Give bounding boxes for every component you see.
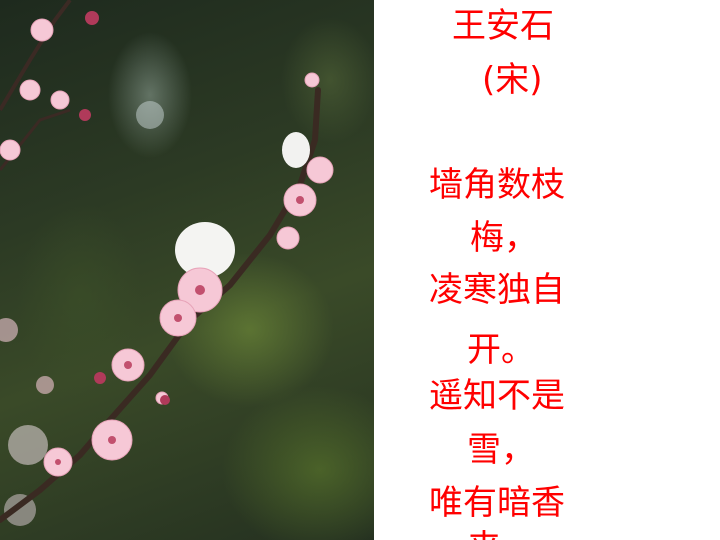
poem-line: 凌寒独自 [429,270,565,310]
poem-author: 王安石 [452,6,554,46]
poem-line: 遥知不是 [429,376,565,416]
poem-panel: 王安石 (宋) 墙角数枝 梅， 凌寒独自 开。 遥知不是 雪， 唯有暗香 来。 [375,0,720,540]
poem-line: 开。 [467,330,535,370]
poem-line: 雪， [467,430,535,470]
poem-line: 梅， [470,218,538,258]
plum-branch-illustration [0,0,334,526]
poem-line: 来。 [467,528,535,540]
poem-dynasty: (宋) [482,60,543,100]
poem-line: 墙角数枝 [429,165,565,205]
plum-blossom-photo [0,0,374,540]
poem-line: 唯有暗香 [429,483,565,523]
